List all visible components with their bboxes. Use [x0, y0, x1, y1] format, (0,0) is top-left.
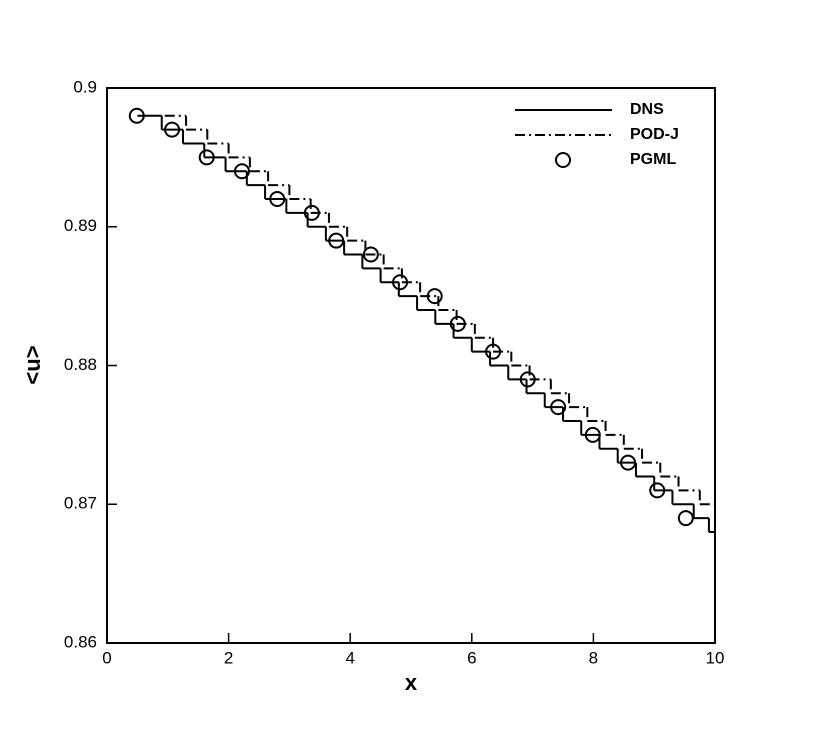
data-point: [677, 510, 694, 527]
x-tick-label: 2: [224, 648, 233, 667]
data-point: [198, 149, 215, 166]
data-point: [233, 163, 250, 180]
data-point: [519, 371, 536, 388]
x-tick-label: 10: [706, 648, 725, 667]
x-tick-label: 6: [467, 648, 476, 667]
data-point: [269, 191, 286, 207]
data-point: [362, 246, 379, 263]
data-point: [328, 232, 345, 249]
y-tick-label: 0.9: [73, 77, 97, 96]
x-tick-label: 8: [589, 648, 598, 667]
data-point: [485, 343, 502, 360]
x-tick-label: 0: [102, 648, 111, 667]
data-point: [620, 454, 637, 471]
legend-label: DNS: [630, 101, 664, 118]
data-point: [303, 204, 320, 221]
data-point: [426, 288, 443, 305]
data-point: [128, 107, 145, 124]
y-tick-label: 0.89: [64, 216, 97, 235]
y-axis-label: <u>: [20, 345, 45, 384]
data-point: [584, 426, 601, 443]
x-tick-label: 4: [345, 648, 354, 667]
data-point: [449, 315, 466, 332]
data-point: [550, 399, 567, 416]
x-axis-label: x: [405, 670, 418, 695]
data-point: [649, 482, 666, 499]
legend-marker: [555, 152, 571, 168]
y-tick-label: 0.87: [64, 494, 97, 513]
legend-label: PGML: [630, 151, 676, 168]
y-tick-label: 0.88: [64, 355, 97, 374]
legend-label: POD-J: [630, 126, 679, 143]
plot-frame: [106, 87, 716, 644]
data-point: [392, 274, 409, 291]
y-tick-label: 0.86: [64, 632, 97, 651]
data-point: [164, 121, 181, 138]
